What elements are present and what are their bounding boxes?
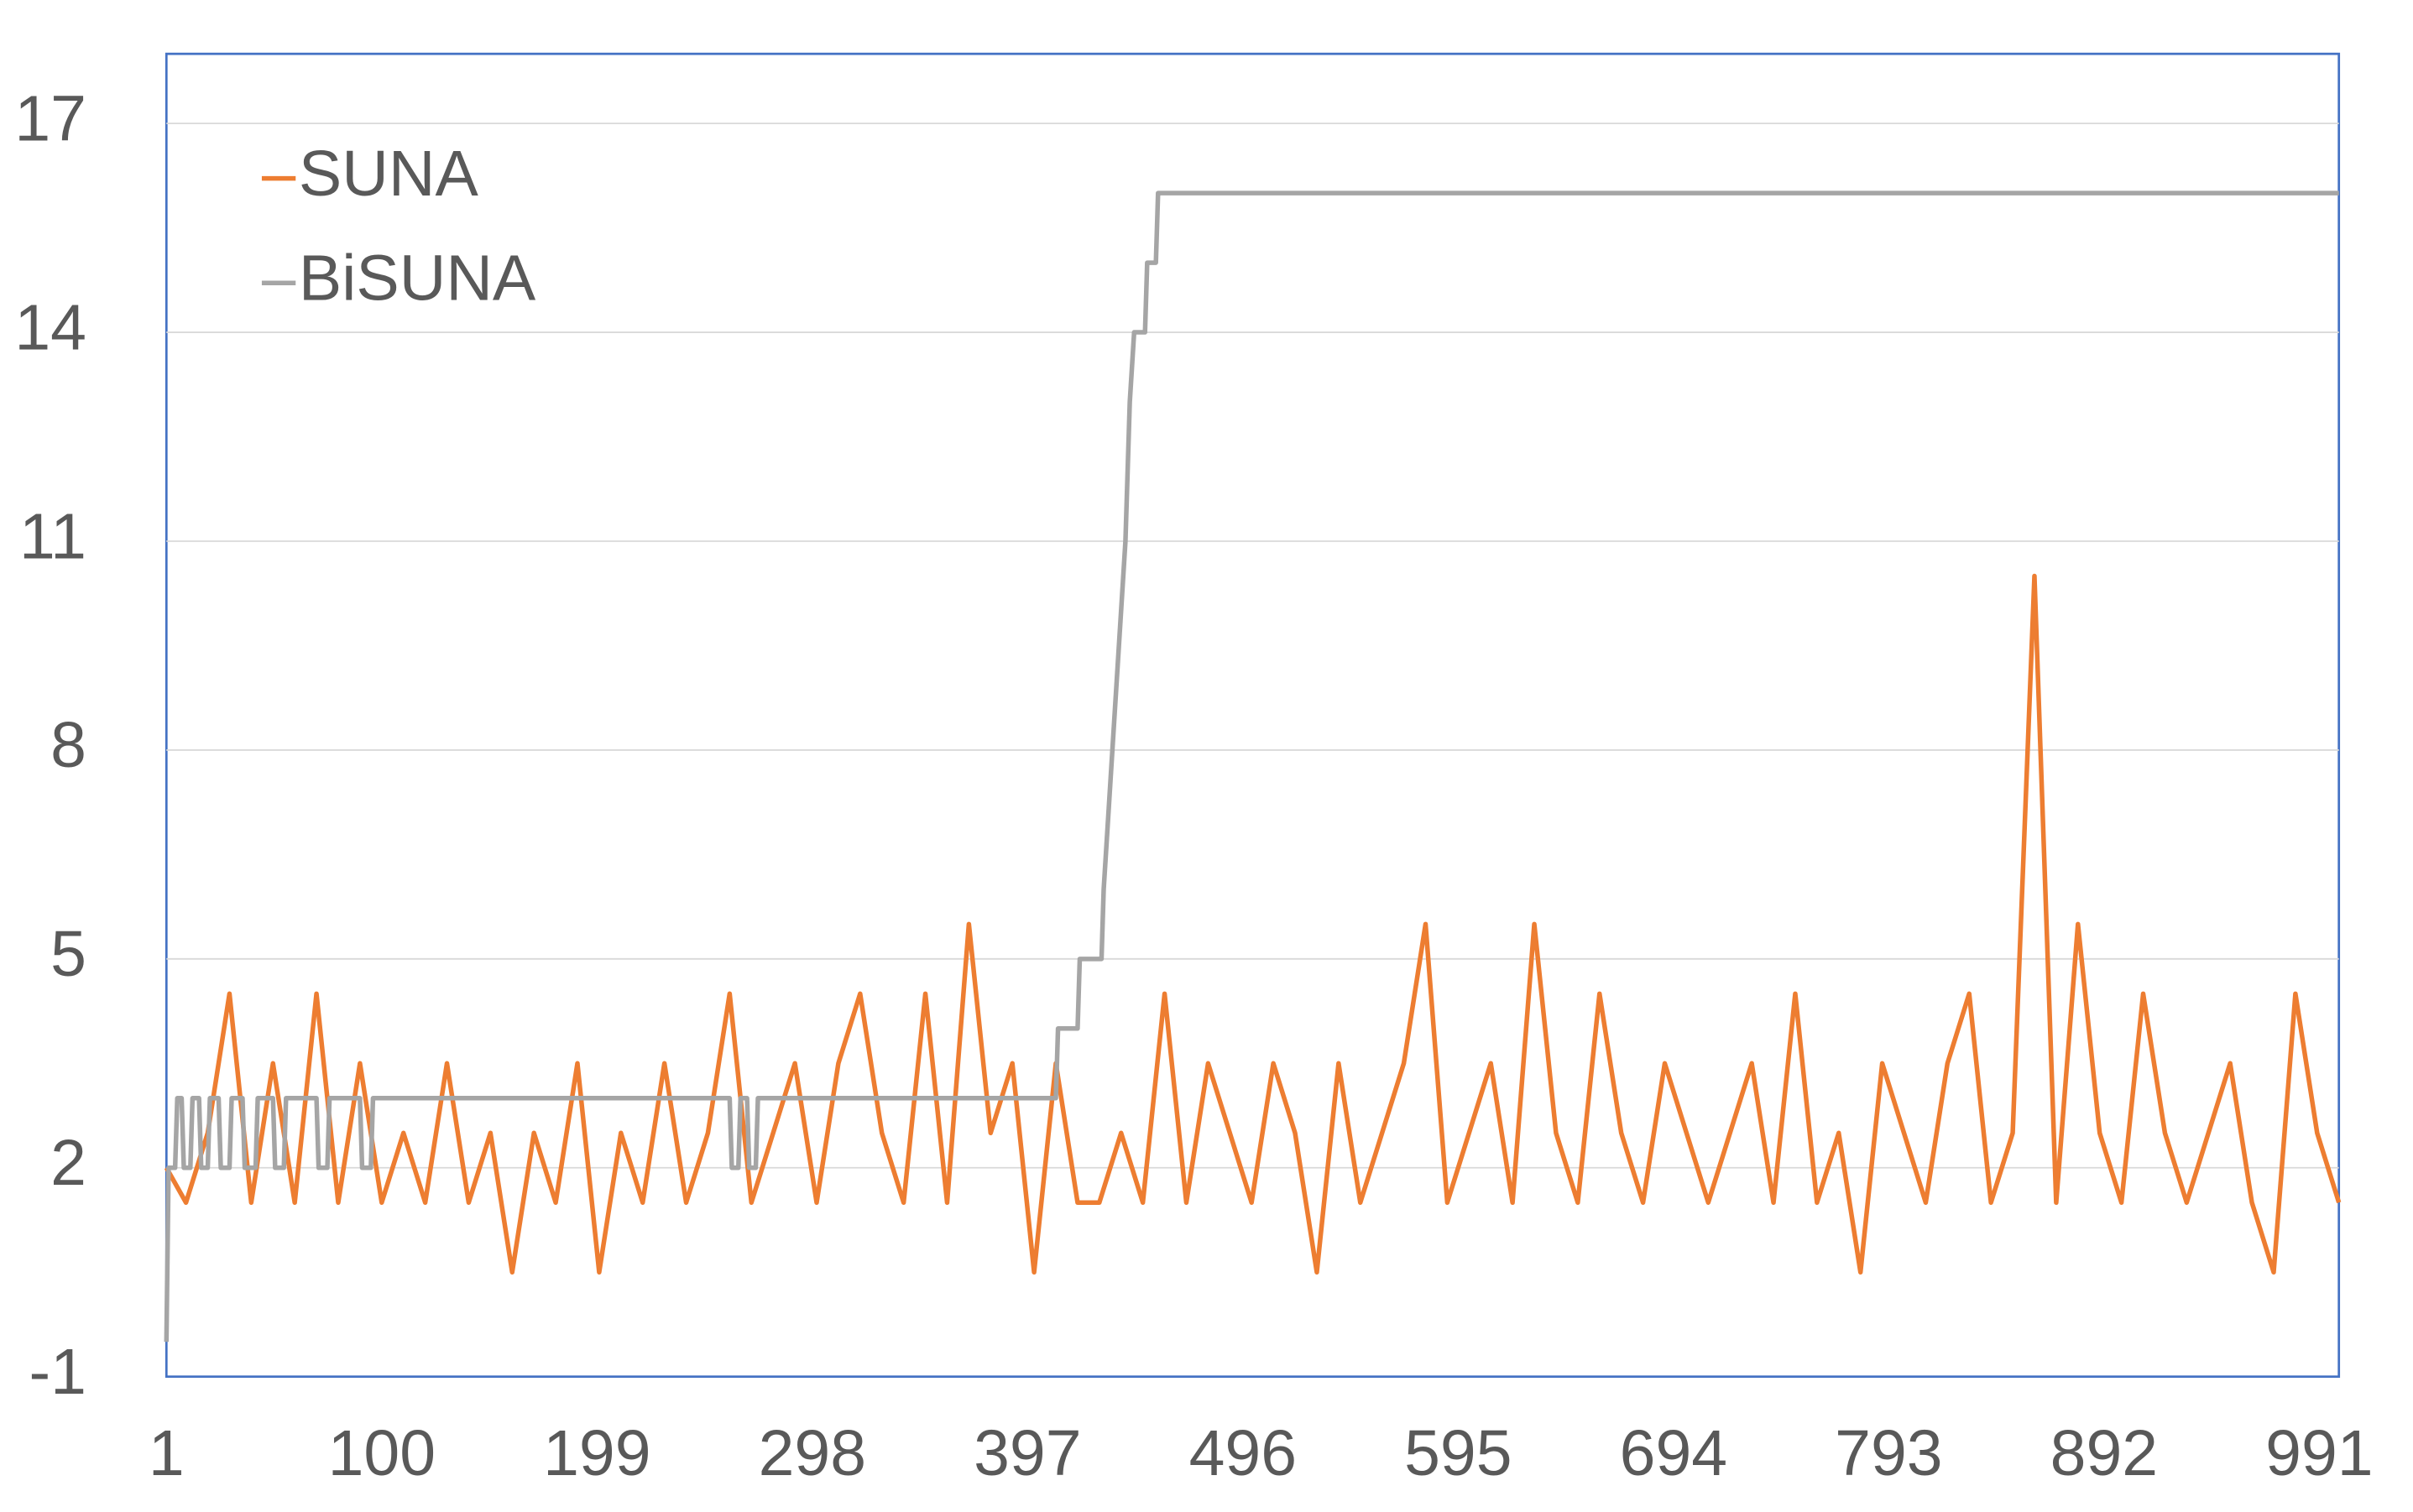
x-tick-label: 991 <box>2265 1417 2373 1489</box>
x-tick-label: 793 <box>1835 1417 1942 1489</box>
y-tick-label: 14 <box>14 291 86 363</box>
x-tick-label: 496 <box>1189 1417 1297 1489</box>
x-tick-label: 199 <box>543 1417 650 1489</box>
legend-label: BiSUNA <box>299 242 536 315</box>
grid <box>166 123 2339 1169</box>
x-tick-label: 1 <box>149 1417 185 1489</box>
legend-label: SUNA <box>299 138 479 210</box>
labels: -1 2 5 8 11 14 17 1 100 199 298 397 496 595 694 793 892 9… <box>14 82 2373 1489</box>
y-tick-label: 8 <box>50 709 86 781</box>
x-tick-label: 397 <box>974 1417 1081 1489</box>
y-tick-label: 17 <box>14 82 86 154</box>
x-tick-label: 298 <box>759 1417 866 1489</box>
series-line <box>164 190 2339 1343</box>
lines <box>164 190 2342 1343</box>
series-line <box>164 573 2342 1275</box>
y-tick-label: 2 <box>50 1127 86 1199</box>
y-tick-label: 5 <box>50 918 86 990</box>
x-tick-label: 595 <box>1404 1417 1512 1489</box>
x-tick-label: 892 <box>2050 1417 2158 1489</box>
plot-area <box>165 52 2341 1379</box>
x-tick-label: 694 <box>1620 1417 1727 1489</box>
x-tick-label: 100 <box>328 1417 436 1489</box>
y-tick-label: -1 <box>29 1336 86 1408</box>
y-tick-label: 11 <box>19 500 86 572</box>
